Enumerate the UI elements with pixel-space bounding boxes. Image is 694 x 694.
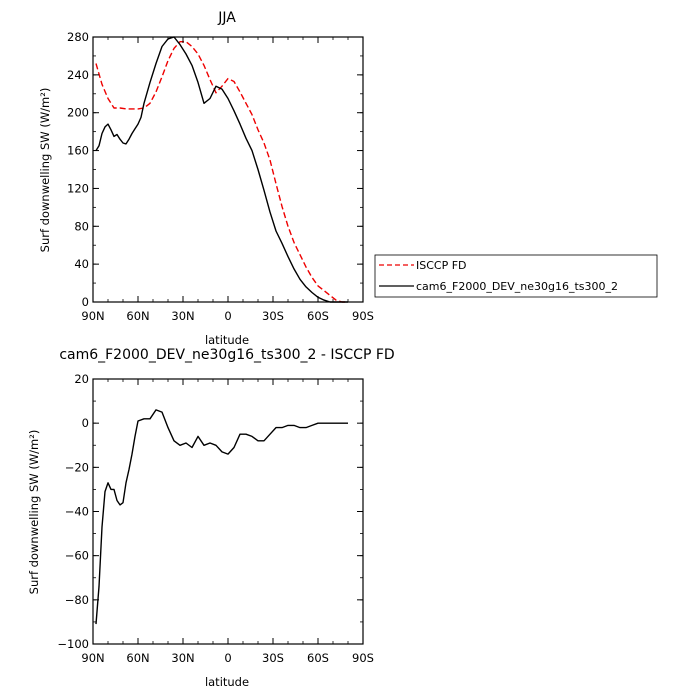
y-tick-label: −60	[65, 549, 89, 563]
bottom-axes-group: 90N 60N 30N 0 30S 60S 90S −100 −80 −60 −40 −20 0 20	[57, 372, 374, 665]
y-tick-label: 0	[82, 416, 89, 430]
y-tick-label: 120	[67, 181, 89, 195]
y-tick-label: 280	[67, 30, 89, 44]
y-tick-label: 80	[74, 219, 89, 233]
bottom-y-axis-label: Surf downwelling SW (W/m²)	[27, 430, 41, 595]
top-panel: JJA 90N 60N 30N 0 30S 60S 90S 0 40 80 120 160 200 240…	[38, 10, 374, 347]
x-tick-label: 60S	[307, 309, 329, 323]
top-x-axis-label: latitude	[205, 333, 249, 347]
x-tick-label: 30N	[171, 309, 194, 323]
top-chart-title: JJA	[217, 10, 236, 26]
bottom-chart-title: cam6_F2000_DEV_ne30g16_ts300_2 - ISCCP F…	[59, 347, 394, 363]
y-tick-label: 240	[67, 68, 89, 82]
top-axes-group: 90N 60N 30N 0 30S 60S 90S 0 40 80 120 160 200 240 280	[67, 30, 374, 323]
y-tick-label: 200	[67, 106, 89, 120]
y-tick-label: 20	[74, 372, 89, 386]
y-tick-label: −100	[57, 637, 89, 651]
x-tick-label: 30S	[262, 309, 284, 323]
top-series-group	[95, 36, 348, 303]
x-tick-label: 90N	[81, 309, 104, 323]
bottom-panel: cam6_F2000_DEV_ne30g16_ts300_2 - ISCCP F…	[27, 347, 395, 689]
legend-frame	[374, 254, 658, 298]
y-tick-label: −40	[65, 505, 89, 519]
x-tick-label: 0	[224, 309, 231, 323]
series-line-0	[95, 41, 348, 303]
top-y-axis-label: Surf downwelling SW (W/m²)	[38, 88, 52, 253]
series-line-1	[95, 36, 348, 303]
x-tick-label: 90S	[352, 651, 374, 665]
y-tick-label: −20	[65, 460, 89, 474]
x-tick-label: 0	[224, 651, 231, 665]
top-plot-frame	[92, 36, 364, 303]
x-tick-label: 90S	[352, 309, 374, 323]
legend-label-isccp: ISCCP FD	[416, 259, 467, 272]
y-tick-label: 160	[67, 144, 89, 158]
legend: ISCCP FD cam6_F2000_DEV_ne30g16_ts300_2	[374, 254, 658, 298]
y-tick-label: 40	[74, 257, 89, 271]
legend-label-cam6: cam6_F2000_DEV_ne30g16_ts300_2	[416, 280, 618, 293]
x-tick-label: 90N	[81, 651, 104, 665]
x-tick-label: 30S	[262, 651, 284, 665]
bottom-plot-frame	[92, 378, 364, 645]
y-tick-label: −80	[65, 593, 89, 607]
bottom-series-group	[95, 409, 348, 625]
series-line-0	[95, 409, 348, 625]
x-tick-label: 60S	[307, 651, 329, 665]
bottom-x-axis-label: latitude	[205, 675, 249, 689]
y-tick-label: 0	[82, 295, 89, 309]
x-tick-label: 60N	[126, 651, 149, 665]
x-tick-label: 60N	[126, 309, 149, 323]
x-tick-label: 30N	[171, 651, 194, 665]
